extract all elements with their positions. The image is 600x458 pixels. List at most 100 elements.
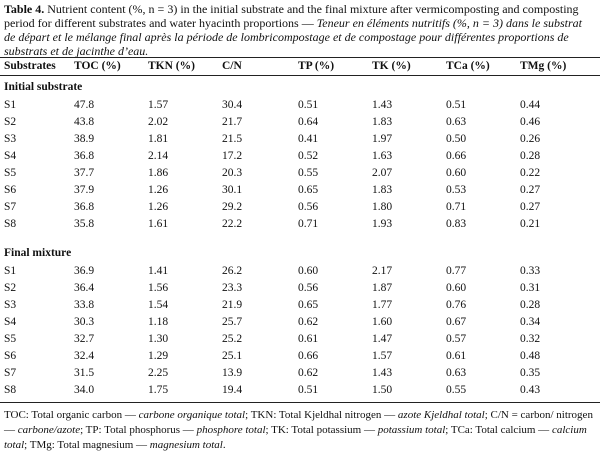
row-label: S8	[4, 384, 17, 396]
table-cell: 0.65	[298, 184, 319, 196]
text-segment: ; TK: Total potassium —	[265, 424, 378, 436]
table-cell: 1.18	[148, 316, 169, 328]
table-cell: 0.55	[298, 167, 319, 179]
table-cell: 0.28	[520, 150, 541, 162]
table-cell: 30.4	[222, 99, 243, 111]
table-cell: 2.07	[372, 167, 393, 179]
table-cell: 35.8	[74, 218, 95, 230]
table-cell: 0.61	[446, 350, 467, 362]
text-segment: potassium total	[377, 424, 446, 436]
footnote: TOC: Total organic carbon — carbone orga…	[4, 408, 596, 453]
rule	[0, 57, 600, 58]
table-cell: 0.71	[298, 218, 319, 230]
table-cell: 34.0	[74, 384, 95, 396]
table-cell: 2.25	[148, 367, 169, 379]
table-cell: 0.53	[446, 184, 467, 196]
row-label: S3	[4, 299, 17, 311]
table-cell: 29.2	[222, 201, 243, 213]
row-label: S2	[4, 116, 17, 128]
text-segment: .	[222, 439, 226, 451]
table-cell: 32.4	[74, 350, 95, 362]
group-label: Final mixture	[4, 247, 72, 259]
column-header: C/N	[222, 60, 242, 72]
table-cell: 1.75	[148, 384, 169, 396]
table-cell: 0.46	[520, 116, 541, 128]
caption: Table 4. Nutrient content (%, n = 3) in …	[4, 2, 596, 58]
table-cell: 1.77	[372, 299, 393, 311]
table-cell: 1.56	[148, 282, 169, 294]
rule	[0, 75, 600, 76]
group-label: Initial substrate	[4, 81, 83, 93]
table-cell: 0.27	[520, 184, 541, 196]
table-cell: 2.02	[148, 116, 169, 128]
table-cell: 0.32	[520, 333, 541, 345]
row-label: S6	[4, 184, 17, 196]
column-header: TOC (%)	[74, 60, 121, 72]
table-cell: 1.87	[372, 282, 393, 294]
table-cell: 1.80	[372, 201, 393, 213]
text-segment: ; TCa: Total calcium —	[445, 424, 552, 436]
row-label: S8	[4, 218, 17, 230]
table-cell: 0.71	[446, 201, 467, 213]
row-label: S7	[4, 367, 17, 379]
table-cell: 1.81	[148, 133, 169, 145]
table-cell: 0.60	[446, 282, 467, 294]
table-cell: 1.43	[372, 367, 393, 379]
table-cell: 20.3	[222, 167, 243, 179]
table-cell: 0.56	[298, 201, 319, 213]
table-cell: 0.51	[446, 99, 467, 111]
table-cell: 21.9	[222, 299, 243, 311]
table-cell: 21.7	[222, 116, 243, 128]
text-segment: ; TMg: Total magnesium —	[24, 439, 150, 451]
table-cell: 0.35	[520, 367, 541, 379]
table-cell: 30.3	[74, 316, 95, 328]
table-cell: 1.83	[372, 116, 393, 128]
row-label: S1	[4, 265, 17, 277]
table-cell: 0.63	[446, 116, 467, 128]
table-cell: 0.50	[446, 133, 467, 145]
text-segment: carbone/azote	[17, 424, 81, 436]
table-cell: 0.83	[446, 218, 467, 230]
table-cell: 1.86	[148, 167, 169, 179]
table-cell: 2.14	[148, 150, 169, 162]
text-segment: Teneur en éléments nutritifs (%, n = 3) …	[4, 16, 583, 58]
table-cell: 1.29	[148, 350, 169, 362]
table-cell: 38.9	[74, 133, 95, 145]
table-cell: 0.56	[298, 282, 319, 294]
text-segment: ; TP: Total phosphorus —	[80, 424, 197, 436]
row-label: S7	[4, 201, 17, 213]
column-header: TK (%)	[372, 60, 411, 72]
table-cell: 37.7	[74, 167, 95, 179]
table-cell: 0.26	[520, 133, 541, 145]
text-segment: TOC: Total organic carbon —	[4, 409, 139, 421]
table-cell: 0.51	[298, 384, 319, 396]
table-cell: 1.30	[148, 333, 169, 345]
table-cell: 0.66	[298, 350, 319, 362]
table-cell: 1.97	[372, 133, 393, 145]
column-header: TCa (%)	[446, 60, 490, 72]
row-label: S2	[4, 282, 17, 294]
caption-label: Table 4.	[4, 2, 45, 16]
table-cell: 1.63	[372, 150, 393, 162]
table-cell: 1.60	[372, 316, 393, 328]
text-segment: calcium total	[4, 424, 587, 451]
table-cell: 0.41	[298, 133, 319, 145]
table-cell: 25.2	[222, 333, 243, 345]
row-label: S3	[4, 133, 17, 145]
table-cell: 0.55	[446, 384, 467, 396]
table-cell: 0.48	[520, 350, 541, 362]
table-cell: 13.9	[222, 367, 243, 379]
table-cell: 37.9	[74, 184, 95, 196]
text-segment: Nutrient content (%, n = 3) in the initi…	[4, 2, 579, 30]
table-cell: 1.41	[148, 265, 169, 277]
table-cell: 0.61	[298, 333, 319, 345]
table-cell: 1.57	[148, 99, 169, 111]
table-cell: 23.3	[222, 282, 243, 294]
row-label: S4	[4, 150, 17, 162]
table-cell: 0.34	[520, 316, 541, 328]
table-cell: 1.57	[372, 350, 393, 362]
table-cell: 0.67	[446, 316, 467, 328]
table-cell: 47.8	[74, 99, 95, 111]
table-cell: 1.54	[148, 299, 169, 311]
